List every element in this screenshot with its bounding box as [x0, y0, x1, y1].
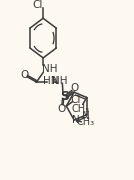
Text: Cl: Cl: [70, 95, 80, 105]
Text: N: N: [82, 111, 90, 122]
Text: N: N: [72, 115, 80, 125]
Text: CH₃: CH₃: [76, 117, 94, 127]
Text: O: O: [71, 83, 79, 93]
Text: HN: HN: [43, 76, 59, 86]
Text: NH: NH: [42, 64, 57, 74]
Text: CH₃: CH₃: [72, 104, 90, 114]
Text: S: S: [60, 90, 69, 103]
Text: Cl: Cl: [33, 0, 43, 10]
Text: O: O: [57, 104, 65, 114]
Text: O: O: [20, 70, 28, 80]
Text: NH: NH: [52, 76, 67, 86]
